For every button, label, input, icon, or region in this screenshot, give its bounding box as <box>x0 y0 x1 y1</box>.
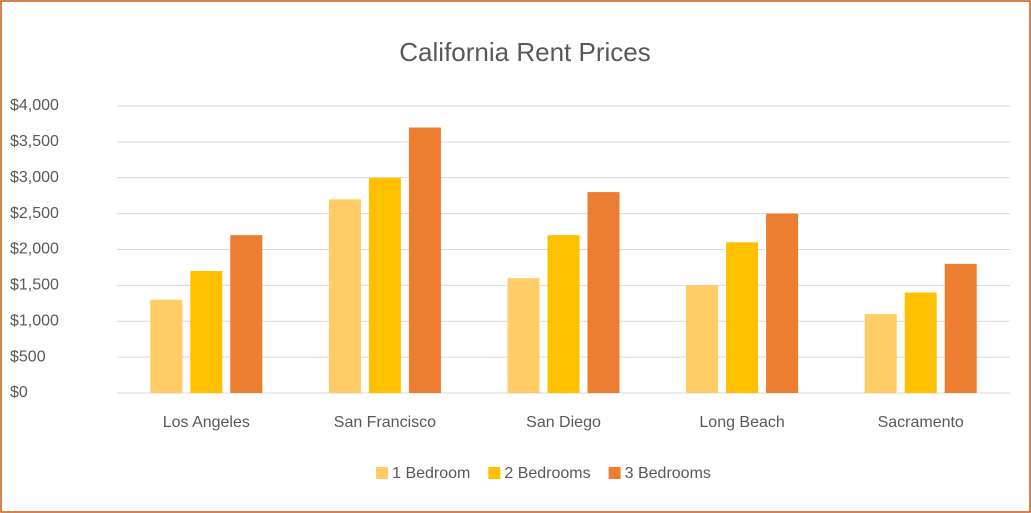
legend-label: 3 Bedrooms <box>625 465 711 482</box>
bar <box>408 127 441 394</box>
y-tick-label: $1,000 <box>10 312 59 329</box>
y-tick-label: $0 <box>10 384 28 401</box>
bar <box>230 235 263 393</box>
x-tick-label: San Diego <box>526 414 601 431</box>
bar <box>190 271 223 393</box>
legend-swatch <box>376 467 389 479</box>
y-tick-label: $2,500 <box>10 205 59 222</box>
y-tick-label: $3,000 <box>10 169 59 186</box>
bar <box>944 263 977 393</box>
bar <box>864 314 897 393</box>
y-tick-label: $4,000 <box>10 97 59 114</box>
y-tick-label: $2,000 <box>10 241 59 258</box>
chart-title: California Rent Prices <box>399 37 650 67</box>
x-tick-label: San Francisco <box>334 414 436 431</box>
y-tick-label: $1,500 <box>10 277 59 294</box>
x-tick-label: Long Beach <box>699 414 784 431</box>
bar <box>547 235 580 393</box>
legend-swatch <box>608 467 621 479</box>
x-tick-label: Los Angeles <box>163 414 250 431</box>
bar <box>766 213 799 393</box>
y-tick-label: $500 <box>10 348 46 365</box>
bar <box>368 177 401 393</box>
bar <box>150 299 183 393</box>
y-tick-label: $3,500 <box>10 133 59 150</box>
bar <box>904 292 937 393</box>
x-tick-label: Sacramento <box>878 414 964 431</box>
bar <box>587 192 620 393</box>
legend-swatch <box>488 467 501 479</box>
bar <box>686 285 719 393</box>
legend-label: 1 Bedroom <box>392 465 470 482</box>
legend-label: 2 Bedrooms <box>504 465 590 482</box>
bar <box>507 278 540 393</box>
bar <box>726 242 759 393</box>
bar <box>328 199 361 393</box>
